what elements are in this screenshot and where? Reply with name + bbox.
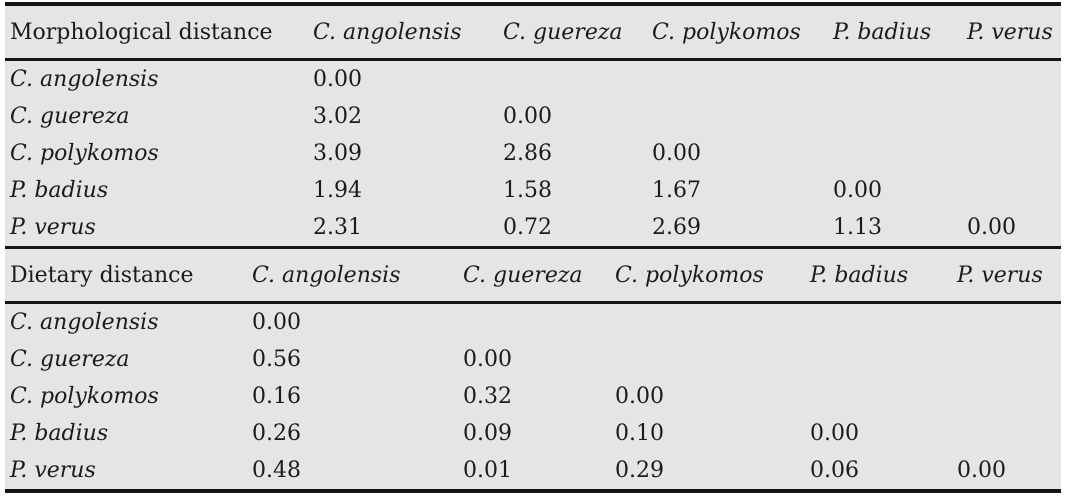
dietary-header-row: Dietary distance C. angolensis C. guerez… — [5, 249, 1061, 304]
empty-cell — [810, 378, 957, 415]
table-row: P. verus 2.31 0.72 2.69 1.13 0.00 — [5, 209, 1061, 249]
distance-value: 0.29 — [615, 458, 664, 483]
row-label-species: C. angolensis — [10, 310, 159, 335]
table-row: P. badius 0.26 0.09 0.10 0.00 — [5, 415, 1061, 452]
distance-value: 0.26 — [252, 421, 301, 446]
distance-value: 0.00 — [810, 421, 859, 446]
distance-value: 1.13 — [833, 209, 967, 249]
distance-value: 0.00 — [463, 347, 512, 372]
morphological-header-row: Morphological distance C. angolensis C. … — [5, 6, 1061, 61]
distance-value: 3.02 — [313, 104, 362, 129]
empty-cell — [967, 172, 1061, 209]
empty-cell — [957, 303, 1061, 342]
morphological-table-title: Morphological distance — [5, 6, 313, 61]
distance-value: 0.00 — [615, 384, 664, 409]
empty-cell — [503, 60, 652, 99]
table-row: P. badius 1.94 1.58 1.67 0.00 — [5, 172, 1061, 209]
row-label-species: P. badius — [10, 178, 109, 203]
empty-cell — [615, 341, 810, 378]
column-header-c-angolensis: C. angolensis — [313, 6, 503, 61]
row-label-species: C. polykomos — [10, 141, 159, 166]
empty-cell — [810, 303, 957, 342]
table-row: C. angolensis 0.00 — [5, 303, 1061, 342]
distance-value: 3.09 — [313, 141, 362, 166]
row-label-species: C. angolensis — [10, 67, 159, 92]
row-label-species: C. guereza — [10, 104, 130, 129]
distance-value: 0.10 — [615, 421, 664, 446]
table-row: C. polykomos 3.09 2.86 0.00 — [5, 135, 1061, 172]
column-header-p-verus: P. verus — [957, 249, 1061, 304]
morphological-distance-table: Morphological distance C. angolensis C. … — [5, 6, 1061, 249]
distance-value: 0.00 — [833, 178, 882, 203]
distance-value: 1.67 — [652, 178, 701, 203]
table-row: C. polykomos 0.16 0.32 0.00 — [5, 378, 1061, 415]
distance-value: 0.06 — [810, 458, 859, 483]
row-label-species: P. verus — [10, 458, 96, 483]
empty-cell — [463, 303, 615, 342]
column-header-p-badius: P. badius — [833, 6, 967, 61]
column-header-p-verus: P. verus — [967, 6, 1061, 61]
table-row: C. guereza 3.02 0.00 — [5, 98, 1061, 135]
column-header-p-badius: P. badius — [810, 249, 957, 304]
empty-cell — [833, 135, 967, 172]
distance-value: 0.00 — [252, 310, 301, 335]
distance-value: 0.16 — [252, 384, 301, 409]
distance-value: 0.00 — [967, 209, 1061, 249]
column-header-c-polykomos: C. polykomos — [652, 6, 833, 61]
distance-value: 0.09 — [463, 421, 512, 446]
empty-cell — [615, 303, 810, 342]
distance-value: 0.00 — [957, 458, 1006, 483]
row-label-species: C. guereza — [10, 347, 130, 372]
distance-value: 1.58 — [503, 178, 552, 203]
distance-value: 0.00 — [503, 104, 552, 129]
distance-value: 0.01 — [463, 458, 512, 483]
distance-value: 0.32 — [463, 384, 512, 409]
empty-cell — [967, 60, 1061, 99]
row-label-species: P. badius — [10, 421, 109, 446]
distance-value: 1.94 — [313, 178, 362, 203]
table-row: C. guereza 0.56 0.00 — [5, 341, 1061, 378]
empty-cell — [967, 98, 1061, 135]
row-label-species: C. polykomos — [10, 384, 159, 409]
distance-value: 2.69 — [652, 209, 833, 249]
table-row: C. angolensis 0.00 — [5, 60, 1061, 99]
empty-cell — [810, 341, 957, 378]
distance-value: 0.00 — [652, 141, 701, 166]
distance-value: 0.56 — [252, 347, 301, 372]
distance-value: 2.86 — [503, 141, 552, 166]
empty-cell — [833, 60, 967, 99]
empty-cell — [652, 60, 833, 99]
empty-cell — [957, 378, 1061, 415]
dietary-distance-table: Dietary distance C. angolensis C. guerez… — [5, 249, 1061, 489]
dietary-table-title: Dietary distance — [5, 249, 252, 304]
distance-value: 0.72 — [503, 209, 652, 249]
table-row: P. verus 0.48 0.01 0.29 0.06 0.00 — [5, 452, 1061, 489]
column-header-c-guereza: C. guereza — [503, 6, 652, 61]
empty-cell — [957, 341, 1061, 378]
column-header-c-angolensis: C. angolensis — [252, 249, 463, 304]
empty-cell — [957, 415, 1061, 452]
distance-matrices-panel: Morphological distance C. angolensis C. … — [5, 2, 1061, 493]
column-header-c-guereza: C. guereza — [463, 249, 615, 304]
empty-cell — [833, 98, 967, 135]
column-header-c-polykomos: C. polykomos — [615, 249, 810, 304]
row-label-species: P. verus — [5, 209, 313, 249]
empty-cell — [652, 98, 833, 135]
empty-cell — [967, 135, 1061, 172]
distance-value: 0.48 — [252, 458, 301, 483]
distance-value: 2.31 — [313, 209, 503, 249]
distance-value: 0.00 — [313, 67, 362, 92]
